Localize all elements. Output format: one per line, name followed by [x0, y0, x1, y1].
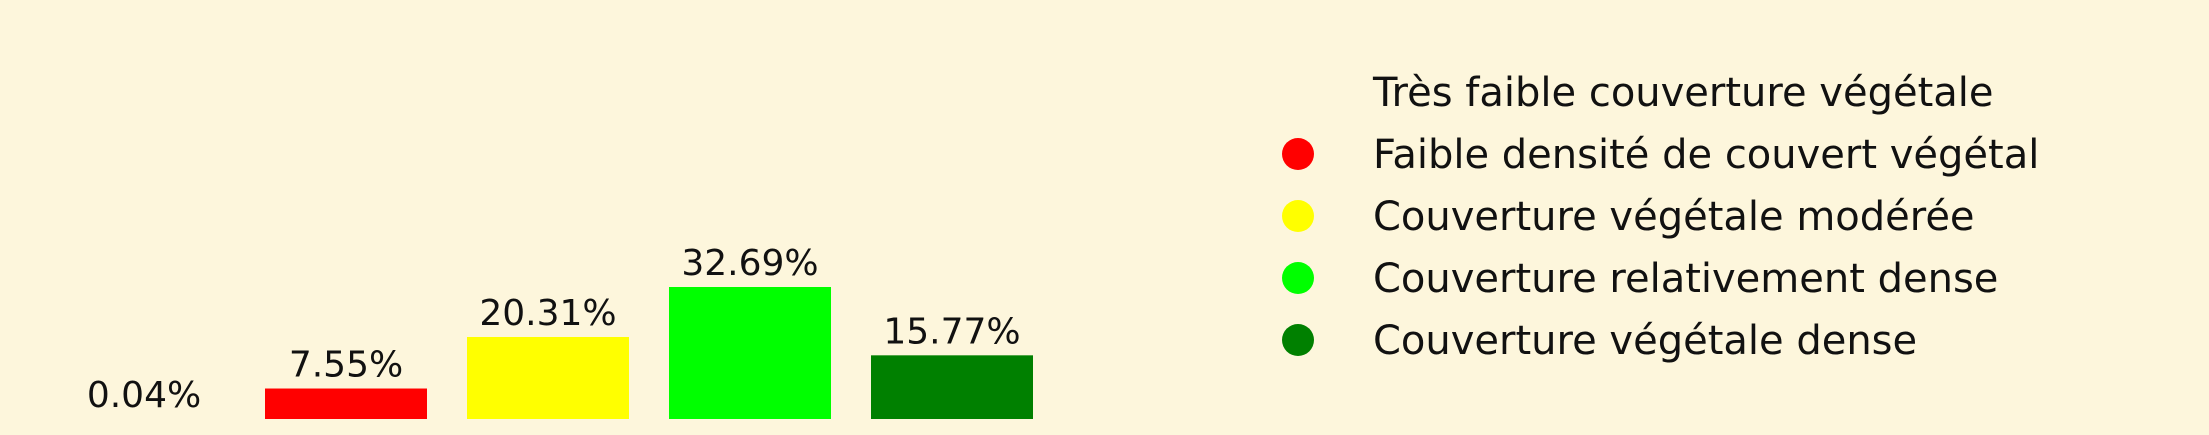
- bar-value-label-4: 32.69%: [681, 243, 818, 284]
- legend-marker-1: [1282, 76, 1314, 108]
- bar-3: [467, 336, 629, 419]
- legend-marker-4: [1282, 262, 1314, 294]
- legend-marker-3: [1282, 200, 1314, 232]
- bars-group: 0.04% 7.55% 20.31% 32.69% 15.77%: [63, 243, 1033, 419]
- legend: Très faible couverture végétale Faible de…: [1282, 70, 2039, 364]
- bar-value-label-3: 20.31%: [479, 293, 616, 334]
- legend-label-4: Couverture relativement dense: [1373, 256, 1998, 302]
- bar-value-label-5: 15.77%: [883, 311, 1020, 352]
- bar-value-label-2: 7.55%: [289, 345, 403, 386]
- legend-label-3: Couverture végétale modérée: [1373, 194, 1975, 240]
- bar-2: [265, 388, 427, 419]
- legend-label-1: Très faible couverture végétale: [1372, 70, 1994, 116]
- bar-value-label-1: 0.04%: [87, 375, 201, 416]
- bar-5: [871, 355, 1033, 419]
- legend-label-2: Faible densité de couvert végétal: [1373, 132, 2039, 178]
- legend-marker-5: [1282, 324, 1314, 356]
- bar-4: [669, 287, 831, 419]
- legend-marker-2: [1282, 138, 1314, 170]
- legend-label-5: Couverture végétale dense: [1373, 318, 1917, 364]
